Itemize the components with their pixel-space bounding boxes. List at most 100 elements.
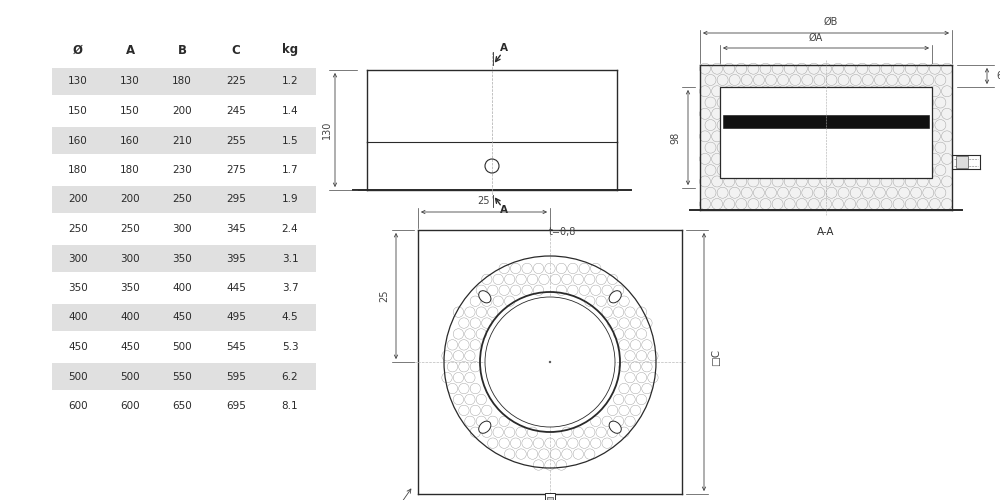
Bar — [52, 98, 316, 124]
Text: 250: 250 — [120, 224, 140, 234]
Text: 200: 200 — [120, 194, 140, 204]
Text: 150: 150 — [120, 106, 140, 116]
Text: 295: 295 — [226, 194, 246, 204]
Bar — [547, 497, 553, 500]
Text: 600: 600 — [120, 401, 140, 411]
Text: 1.2: 1.2 — [282, 76, 298, 86]
Text: 500: 500 — [120, 372, 140, 382]
Text: A: A — [125, 44, 135, 57]
Text: 350: 350 — [120, 283, 140, 293]
Circle shape — [549, 361, 551, 363]
Text: 4.5: 4.5 — [282, 312, 298, 322]
Text: 200: 200 — [172, 106, 192, 116]
Text: 5.3: 5.3 — [282, 342, 298, 352]
Text: 3.1: 3.1 — [282, 254, 298, 264]
Text: 600: 600 — [68, 401, 88, 411]
Text: 445: 445 — [226, 283, 246, 293]
Text: kg: kg — [282, 44, 298, 57]
Ellipse shape — [609, 421, 621, 434]
Bar — [52, 68, 316, 95]
Bar — [52, 127, 316, 154]
Bar — [52, 363, 316, 390]
Text: 395: 395 — [226, 254, 246, 264]
Text: 130: 130 — [68, 76, 88, 86]
Text: 130: 130 — [120, 76, 140, 86]
Text: 160: 160 — [68, 136, 88, 145]
Ellipse shape — [609, 290, 621, 303]
Text: 345: 345 — [226, 224, 246, 234]
Text: A: A — [500, 43, 508, 53]
Text: 595: 595 — [226, 372, 246, 382]
Text: 495: 495 — [226, 312, 246, 322]
Bar — [545, 493, 555, 500]
Text: 695: 695 — [226, 401, 246, 411]
Text: 25: 25 — [478, 196, 490, 206]
Circle shape — [485, 297, 615, 427]
Text: 450: 450 — [172, 312, 192, 322]
Text: 150: 150 — [68, 106, 88, 116]
Bar — [52, 274, 316, 301]
Bar — [700, 65, 952, 210]
Text: 350: 350 — [172, 254, 192, 264]
Text: 200: 200 — [68, 194, 88, 204]
Text: 60: 60 — [996, 71, 1000, 81]
Bar — [723, 115, 929, 128]
Text: 225: 225 — [226, 76, 246, 86]
Text: 2.4: 2.4 — [282, 224, 298, 234]
Text: ØB: ØB — [824, 17, 838, 27]
Text: 1.9: 1.9 — [282, 194, 298, 204]
Text: 245: 245 — [226, 106, 246, 116]
Text: 6.2: 6.2 — [282, 372, 298, 382]
Text: 98: 98 — [670, 132, 680, 143]
Text: 350: 350 — [68, 283, 88, 293]
Text: 300: 300 — [68, 254, 88, 264]
Text: 130: 130 — [322, 121, 332, 139]
Text: 8.1: 8.1 — [282, 401, 298, 411]
Text: 230: 230 — [172, 165, 192, 175]
Bar — [52, 186, 316, 213]
Bar — [52, 392, 316, 419]
Bar — [52, 245, 316, 272]
Text: 250: 250 — [68, 224, 88, 234]
Text: 1.5: 1.5 — [282, 136, 298, 145]
Text: Ø: Ø — [73, 44, 83, 57]
Text: 275: 275 — [226, 165, 246, 175]
Text: C: C — [232, 44, 240, 57]
Text: ØA: ØA — [809, 33, 823, 43]
Text: 400: 400 — [68, 312, 88, 322]
Text: 550: 550 — [172, 372, 192, 382]
Bar — [52, 216, 316, 242]
Text: 500: 500 — [68, 372, 88, 382]
Bar — [720, 87, 932, 178]
Text: 1.4: 1.4 — [282, 106, 298, 116]
Bar — [956, 156, 968, 168]
Text: t=0,8: t=0,8 — [548, 227, 576, 237]
Bar — [52, 156, 316, 184]
Text: A-A: A-A — [817, 227, 835, 237]
Text: □C: □C — [711, 348, 721, 366]
Text: 400: 400 — [120, 312, 140, 322]
Text: 400: 400 — [172, 283, 192, 293]
Text: 250: 250 — [172, 194, 192, 204]
Text: 450: 450 — [68, 342, 88, 352]
Text: 180: 180 — [172, 76, 192, 86]
Text: 25: 25 — [379, 290, 389, 302]
Text: 650: 650 — [172, 401, 192, 411]
Text: 180: 180 — [120, 165, 140, 175]
Text: B: B — [178, 44, 186, 57]
Ellipse shape — [479, 421, 491, 434]
Text: 545: 545 — [226, 342, 246, 352]
Text: 300: 300 — [172, 224, 192, 234]
Text: 450: 450 — [120, 342, 140, 352]
Bar — [52, 304, 316, 331]
Text: 255: 255 — [226, 136, 246, 145]
Ellipse shape — [479, 290, 491, 303]
Text: 3.7: 3.7 — [282, 283, 298, 293]
Text: A: A — [500, 205, 508, 215]
Text: 300: 300 — [120, 254, 140, 264]
Text: 210: 210 — [172, 136, 192, 145]
Text: 1.7: 1.7 — [282, 165, 298, 175]
Bar — [52, 334, 316, 360]
Text: 500: 500 — [172, 342, 192, 352]
Text: 180: 180 — [68, 165, 88, 175]
